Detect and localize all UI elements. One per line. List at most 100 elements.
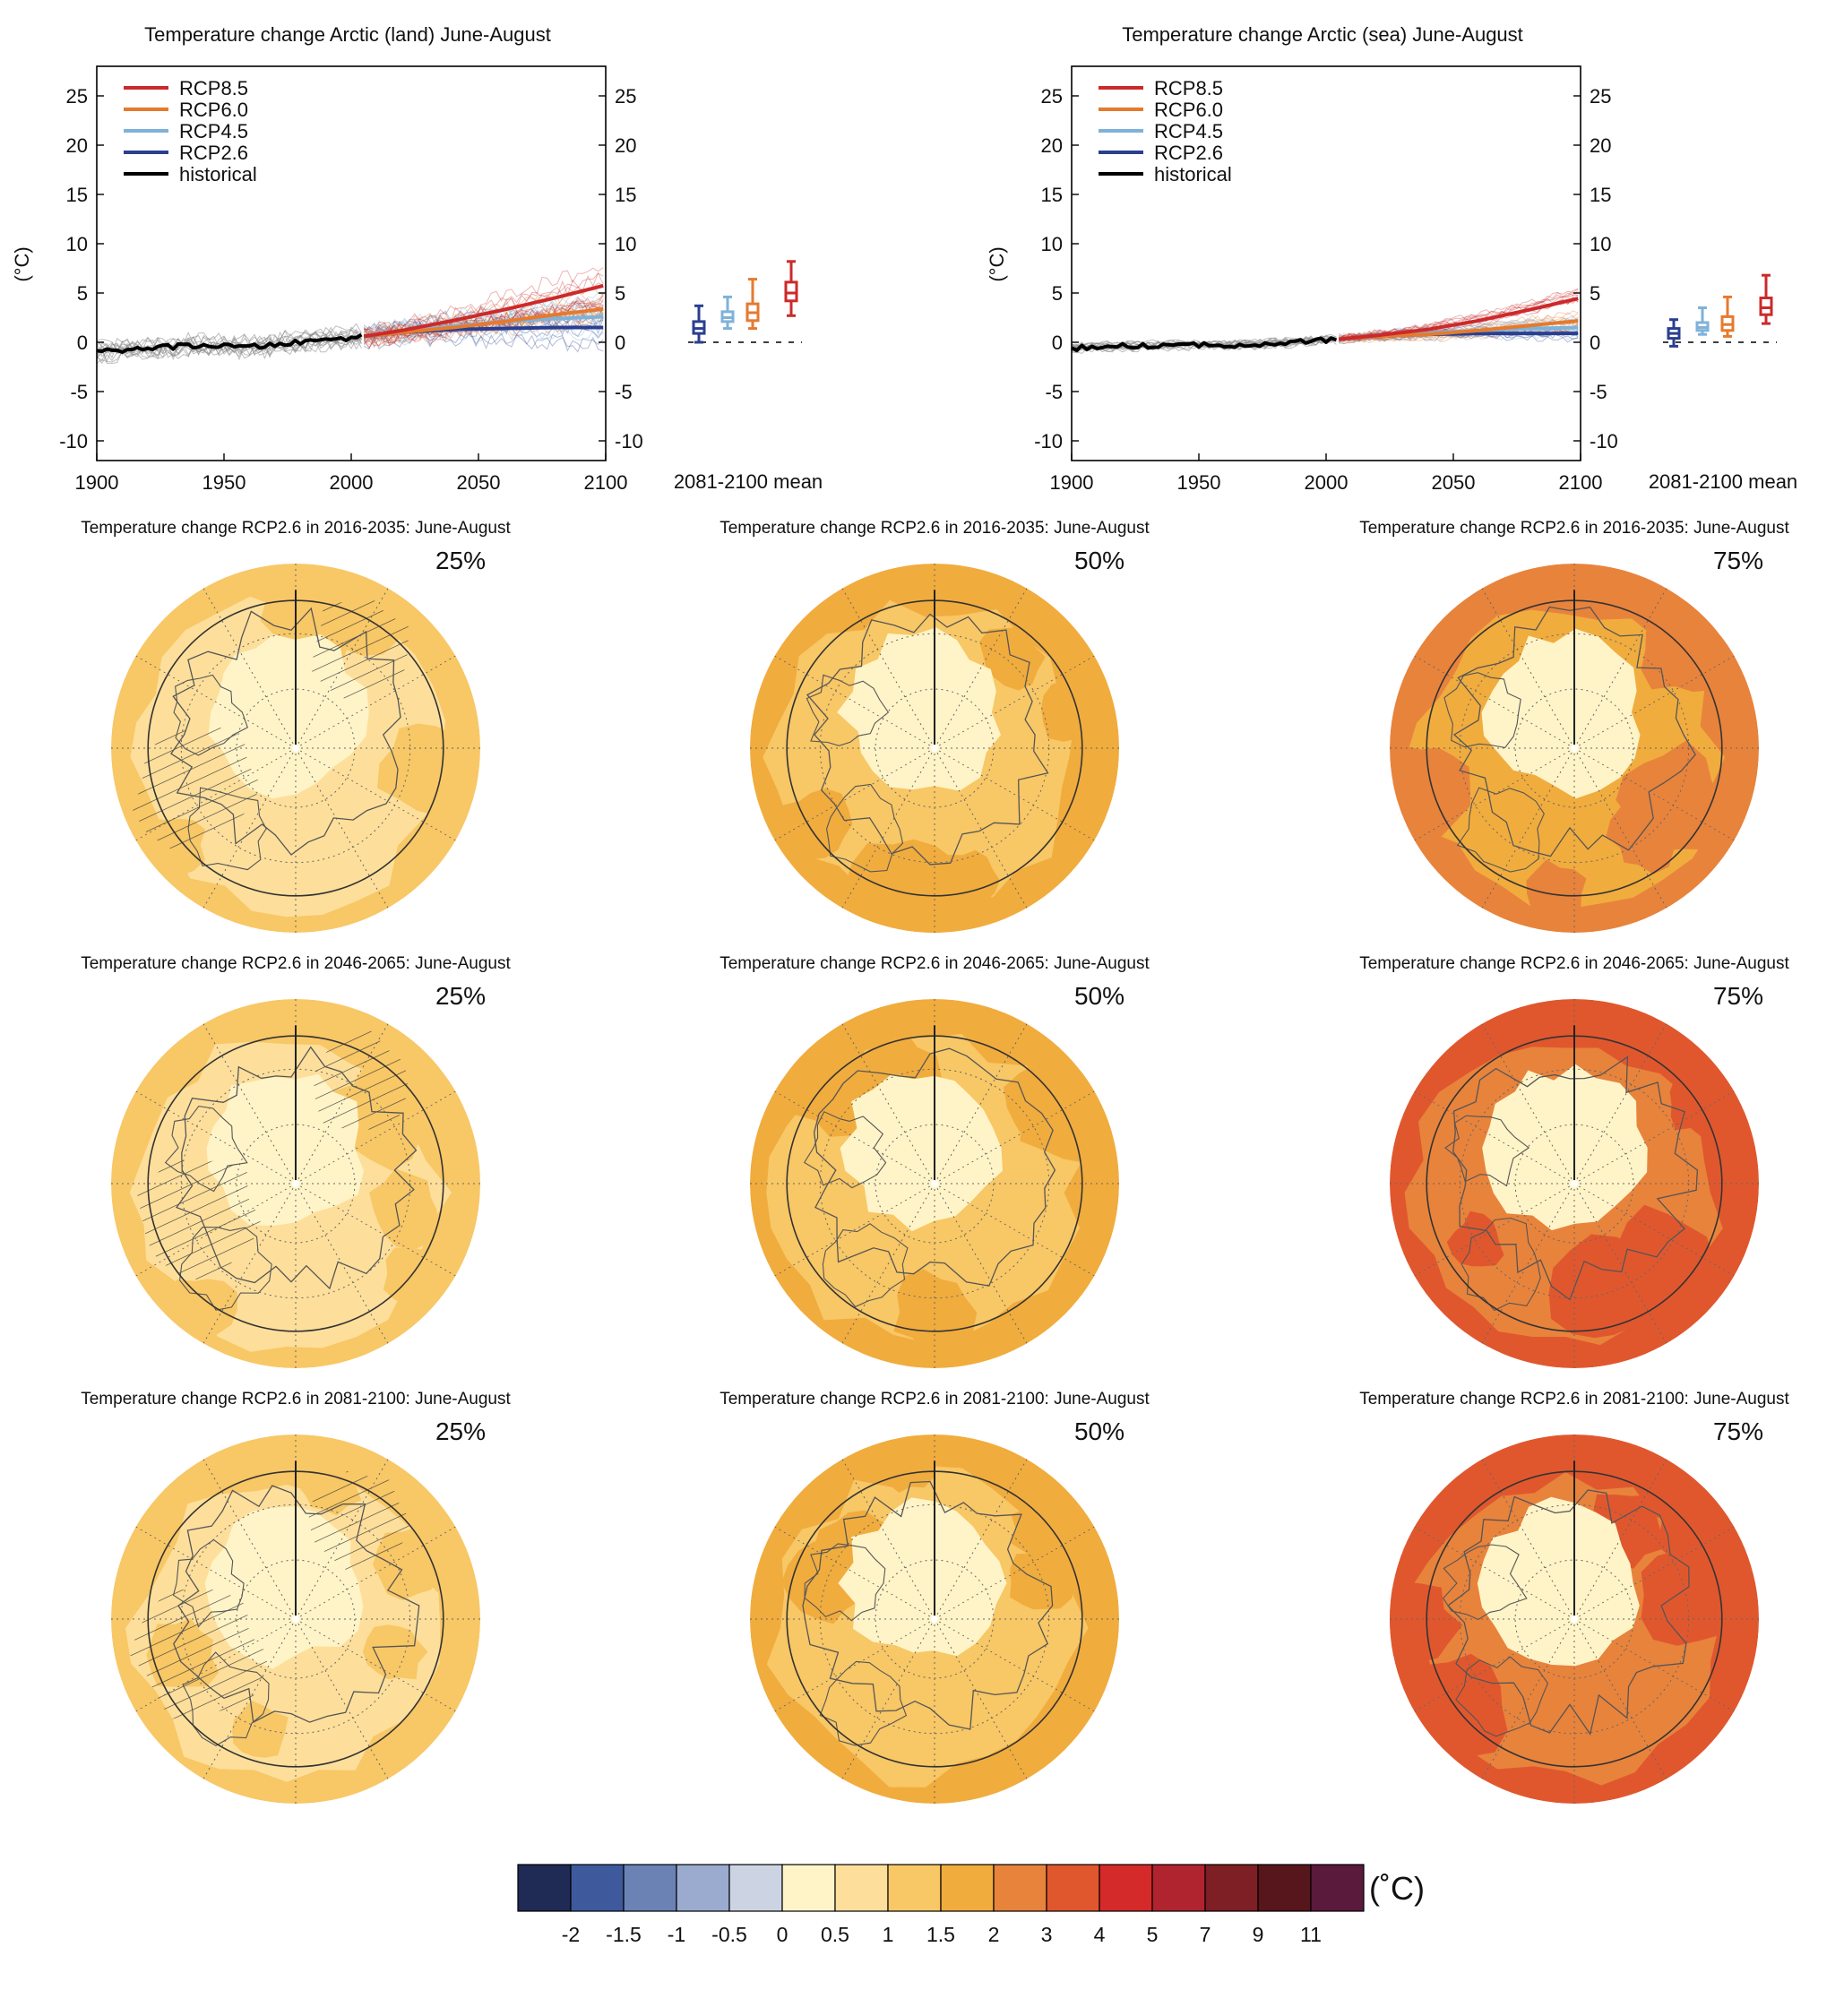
ensemble-member-line bbox=[364, 300, 604, 338]
boxplot-label: 2081-2100 mean bbox=[674, 470, 823, 493]
map-field bbox=[1390, 1434, 1759, 1804]
map-meridian bbox=[934, 1183, 1028, 1344]
map-central-core bbox=[860, 650, 971, 757]
polar-map-panel: Temperature change RCP2.6 in 2016-2035: … bbox=[81, 519, 511, 933]
map-meridian bbox=[135, 1618, 297, 1712]
series-line-historical bbox=[96, 332, 363, 354]
map-pole-marker bbox=[931, 1180, 938, 1187]
map-meridian bbox=[1573, 747, 1667, 909]
y-tick-label-right: -10 bbox=[615, 430, 643, 452]
map-meridian bbox=[934, 588, 1028, 749]
colorbar-tick-label: -1 bbox=[668, 1923, 685, 1946]
map-meridian bbox=[295, 1183, 456, 1277]
map-coastline bbox=[173, 674, 248, 756]
map-percentile: 75% bbox=[1713, 1417, 1763, 1445]
map-meridian bbox=[295, 1459, 389, 1620]
map-meridian bbox=[202, 747, 297, 909]
map-coastline bbox=[172, 1538, 245, 1628]
ensemble-member-line bbox=[1339, 292, 1579, 341]
map-meridian bbox=[934, 747, 1028, 909]
colorbar-tick-label: 1 bbox=[883, 1923, 894, 1946]
ensemble-member-line bbox=[363, 271, 604, 335]
polar-map-panel: Temperature change RCP2.6 in 2016-2035: … bbox=[1359, 519, 1789, 933]
map-field bbox=[111, 564, 480, 933]
map-meridian bbox=[1573, 1459, 1667, 1620]
map-title: Temperature change RCP2.6 in 2016-2035: … bbox=[720, 519, 1150, 538]
map-meridian bbox=[934, 1090, 1095, 1185]
map-contour-patch bbox=[1041, 679, 1108, 742]
x-tick-label: 1900 bbox=[1050, 471, 1094, 494]
y-tick-label-right: 0 bbox=[615, 332, 625, 354]
map-percentile: 25% bbox=[435, 1417, 486, 1445]
y-tick-label-right: 25 bbox=[1590, 85, 1611, 108]
map-meridian bbox=[934, 747, 1095, 841]
polar-map-grid: Temperature change RCP2.6 in 2016-2035: … bbox=[81, 519, 1789, 1804]
map-meridian bbox=[841, 1183, 935, 1344]
map-pole-marker bbox=[931, 745, 938, 752]
y-tick-label: 15 bbox=[66, 184, 88, 206]
y-axis-label: (°C) bbox=[11, 246, 33, 281]
timeseries-land: Temperature change Arctic (land) June-Au… bbox=[11, 23, 823, 494]
y-tick-label-right: 0 bbox=[1590, 332, 1600, 354]
y-tick-label: -5 bbox=[1045, 381, 1063, 403]
ensemble-member-line bbox=[364, 332, 604, 352]
map-meridian bbox=[1414, 747, 1575, 841]
colorbar-tick-label: 0.5 bbox=[821, 1923, 849, 1946]
map-coastline bbox=[175, 1046, 418, 1290]
map-meridian bbox=[1481, 1459, 1575, 1620]
colorbar-cell bbox=[1099, 1864, 1153, 1912]
map-latitude-circle bbox=[236, 688, 356, 808]
ensemble-member-line bbox=[363, 332, 604, 353]
polar-map-panel: Temperature change RCP2.6 in 2016-2035: … bbox=[720, 519, 1150, 933]
map-contour-patch bbox=[1641, 1538, 1736, 1646]
x-tick-label: 2050 bbox=[457, 471, 501, 494]
y-tick-label: -10 bbox=[59, 430, 88, 452]
map-meridian bbox=[1414, 1183, 1575, 1277]
timeseries-title: Temperature change Arctic (sea) June-Aug… bbox=[1122, 23, 1523, 46]
map-central-core bbox=[222, 1525, 329, 1630]
map-meridian bbox=[934, 1618, 1095, 1712]
plot-frame bbox=[1071, 65, 1581, 461]
colorbar-cell bbox=[887, 1864, 942, 1912]
map-title: Temperature change RCP2.6 in 2081-2100: … bbox=[1359, 1390, 1789, 1409]
x-tick-label: 2100 bbox=[584, 471, 628, 494]
map-meridian bbox=[774, 655, 935, 749]
timeseries-plot-area: -10 -10 -5 -5 0 0 5 5 10 10 15 15 20 20 25 25 1900 1950 20… bbox=[59, 65, 802, 494]
y-tick-label: 25 bbox=[1041, 85, 1063, 108]
legend-entry: RCP8.5 bbox=[179, 77, 248, 99]
colorbar-tick-label: 2 bbox=[988, 1923, 1000, 1946]
colorbar-tick-label: 0 bbox=[777, 1923, 788, 1946]
map-coastline bbox=[1443, 1544, 1528, 1621]
boxplot-box bbox=[784, 280, 798, 303]
map-title: Temperature change RCP2.6 in 2016-2035: … bbox=[81, 519, 511, 538]
map-percentile: 50% bbox=[1074, 1417, 1124, 1445]
map-coastline bbox=[164, 1106, 248, 1193]
map-pole-marker bbox=[1571, 1615, 1578, 1623]
map-meridian bbox=[841, 588, 935, 749]
timeseries-plot-area: -10 -10 -5 -5 0 0 5 5 10 10 15 15 20 20 25 25 1900 1950 20… bbox=[1034, 65, 1777, 494]
boxplot-box bbox=[1759, 297, 1773, 316]
legend-entry: RCP4.5 bbox=[179, 120, 248, 142]
colorbar-cell bbox=[993, 1864, 1047, 1912]
map-title: Temperature change RCP2.6 in 2081-2100: … bbox=[720, 1390, 1150, 1409]
colorbar-cell bbox=[781, 1864, 836, 1912]
map-central-core bbox=[1508, 651, 1605, 755]
map-coastline bbox=[1456, 787, 1545, 873]
y-axis-label: (°C) bbox=[986, 246, 1008, 281]
x-tick-label: 2100 bbox=[1559, 471, 1603, 494]
legend-entry: RCP2.6 bbox=[179, 142, 248, 164]
colorbar-tick-label: -0.5 bbox=[711, 1923, 747, 1946]
map-percentile: 50% bbox=[1074, 982, 1124, 1010]
colorbar-cell bbox=[834, 1864, 889, 1912]
map-title: Temperature change RCP2.6 in 2046-2065: … bbox=[81, 954, 511, 973]
map-contour-patch bbox=[780, 788, 853, 860]
map-meridian bbox=[934, 655, 1095, 749]
map-contour-patch bbox=[1390, 744, 1470, 837]
map-meridian bbox=[202, 1618, 297, 1779]
map-contour-patch bbox=[1641, 600, 1738, 693]
map-central-core bbox=[858, 1521, 968, 1632]
map-meridian bbox=[1414, 655, 1575, 749]
x-tick-label: 2000 bbox=[330, 471, 374, 494]
map-coastline bbox=[173, 1485, 420, 1724]
colorbar-tick-label: 11 bbox=[1300, 1923, 1322, 1946]
